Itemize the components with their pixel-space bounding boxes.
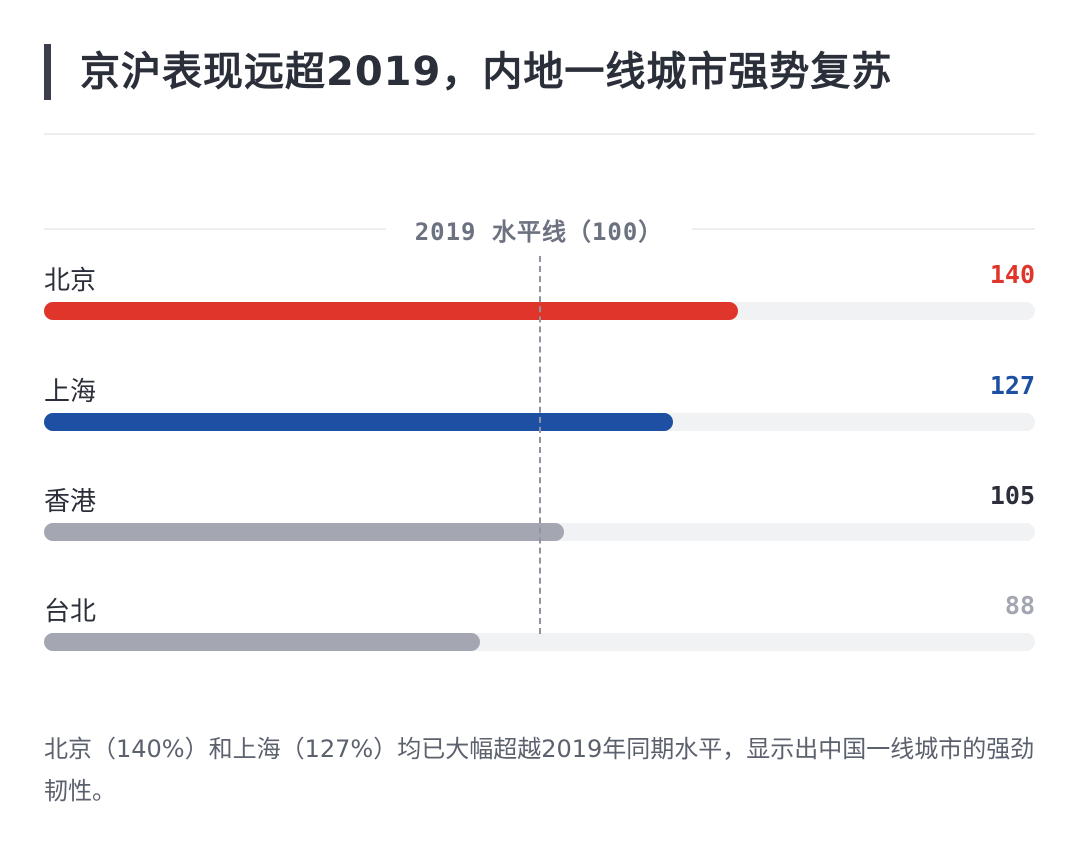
- bar-track: [44, 633, 1035, 651]
- value-label: 140: [989, 260, 1035, 289]
- bar: [44, 523, 565, 541]
- bar: [44, 633, 481, 651]
- summary-text: 北京（140%）和上海（127%）均已大幅超越2019年同期水平，显示出中国一线…: [44, 735, 1035, 805]
- bar-chart: 2019 水平线（100） 北京 140 上海 127 香港 105 台北 88: [0, 200, 1080, 670]
- category-label: 香港: [44, 487, 97, 517]
- title-divider: [44, 133, 1035, 135]
- bar-row: 台北 88: [44, 591, 1035, 681]
- reference-rule-left: [44, 228, 386, 230]
- title-accent-bar: [44, 44, 51, 100]
- reference-rule-right: [692, 228, 1035, 230]
- category-label: 台北: [44, 597, 97, 627]
- value-label: 127: [989, 371, 1035, 400]
- category-label: 北京: [44, 266, 97, 296]
- category-label: 上海: [44, 377, 97, 407]
- value-label: 88: [1004, 591, 1035, 620]
- reference-line-label: 2019 水平线（100）: [414, 218, 664, 246]
- bar: [44, 302, 738, 320]
- reference-line: [538, 256, 541, 634]
- bar: [44, 413, 674, 431]
- value-label: 105: [989, 481, 1035, 510]
- chart-title: 京沪表现远超2019，内地一线城市强势复苏: [80, 49, 893, 95]
